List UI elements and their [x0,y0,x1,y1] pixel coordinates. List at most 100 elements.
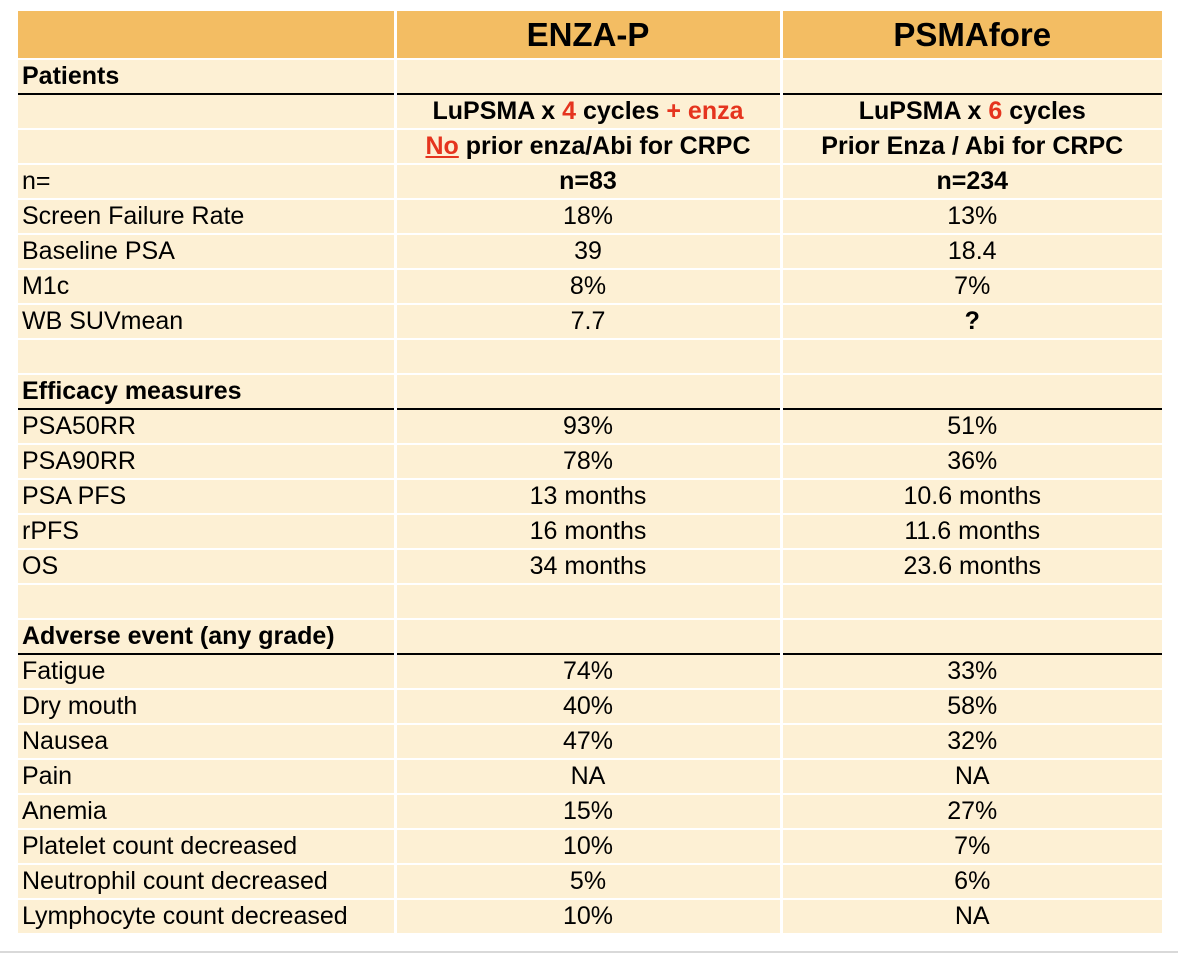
row-label: M1c [18,268,395,304]
row-label: Nausea [18,723,395,759]
section-row: Patients [18,58,1162,95]
enza-p-value: n=83 [393,163,781,199]
empty-cell [393,373,781,410]
psmafore-regimen-line1: LuPSMA x 6 cycles [779,93,1162,129]
psmafore-prior-therapy: Prior Enza / Abi for CRPC [779,128,1162,164]
psmafore-value: 6% [779,863,1162,899]
section-patients: Patients [18,58,395,95]
enza-p-value: 34 months [393,548,781,584]
psmafore-value: ? [779,303,1162,339]
enza-p-value: 10% [393,898,781,933]
table-row: rPFS 16 months 11.6 months [18,513,1162,549]
section-efficacy: Efficacy measures [18,373,395,410]
row-label: Fatigue [18,653,395,689]
table-row: WB SUVmean 7.7 ? [18,303,1162,339]
row-label: n= [18,163,395,199]
row-label: Anemia [18,793,395,829]
table-row: PSA50RR 93% 51% [18,408,1162,444]
enza-p-value: NA [393,758,781,794]
empty-cell [18,128,395,164]
table-row: Lymphocyte count decreased 10% NA [18,898,1162,933]
row-label: Baseline PSA [18,233,395,269]
empty-cell [18,583,395,619]
enza-p-value: 10% [393,828,781,864]
row-label: PSA50RR [18,408,395,444]
psmafore-value: NA [779,898,1162,933]
empty-cell [18,338,395,374]
row-label: Screen Failure Rate [18,198,395,234]
psmafore-value: 7% [779,268,1162,304]
psmafore-value: 36% [779,443,1162,479]
empty-cell [393,338,781,374]
table-row: n= n=83 n=234 [18,163,1162,199]
header-enza-p: ENZA-P [393,11,781,59]
row-label: WB SUVmean [18,303,395,339]
psmafore-value: 18.4 [779,233,1162,269]
enza-p-value: 93% [393,408,781,444]
psmafore-value: 11.6 months [779,513,1162,549]
row-label: PSA90RR [18,443,395,479]
row-label: Dry mouth [18,688,395,724]
enza-p-value: 47% [393,723,781,759]
enza-p-value: 39 [393,233,781,269]
enza-p-value: 18% [393,198,781,234]
header-row: ENZA-P PSMAfore [18,11,1162,59]
empty-cell [779,58,1162,95]
table-row: M1c 8% 7% [18,268,1162,304]
psmafore-value: 51% [779,408,1162,444]
row-label: PSA PFS [18,478,395,514]
section-adverse-events: Adverse event (any grade) [18,618,395,655]
enza-p-value: 16 months [393,513,781,549]
enza-p-value: 78% [393,443,781,479]
spacer-row [18,583,1162,619]
table-row: OS 34 months 23.6 months [18,548,1162,584]
table-row: Screen Failure Rate 18% 13% [18,198,1162,234]
empty-cell [779,373,1162,410]
row-label: OS [18,548,395,584]
row-label: rPFS [18,513,395,549]
table-row: Baseline PSA 39 18.4 [18,233,1162,269]
enza-p-prior-therapy: No prior enza/Abi for CRPC [393,128,781,164]
empty-cell [393,583,781,619]
table-row: Nausea 47% 32% [18,723,1162,759]
table-row: Neutrophil count decreased 5% 6% [18,863,1162,899]
section-row: Efficacy measures [18,373,1162,410]
enza-p-value: 5% [393,863,781,899]
psmafore-value: 13% [779,198,1162,234]
enza-p-value: 8% [393,268,781,304]
psmafore-value: 58% [779,688,1162,724]
enza-p-regimen-line1: LuPSMA x 4 cycles + enza [393,93,781,129]
header-blank [18,11,395,59]
enza-p-value: 74% [393,653,781,689]
regimen-row: LuPSMA x 4 cycles + enza LuPSMA x 6 cycl… [18,93,1162,129]
row-label: Platelet count decreased [18,828,395,864]
prior-therapy-row: No prior enza/Abi for CRPC Prior Enza / … [18,128,1162,164]
psmafore-value: NA [779,758,1162,794]
psmafore-value: 10.6 months [779,478,1162,514]
comparison-table: ENZA-P PSMAfore Patients LuPSMA x 4 cycl… [18,11,1162,933]
enza-p-value: 13 months [393,478,781,514]
psmafore-value: 32% [779,723,1162,759]
row-label: Neutrophil count decreased [18,863,395,899]
table-row: Anemia 15% 27% [18,793,1162,829]
enza-p-value: 40% [393,688,781,724]
empty-cell [779,583,1162,619]
empty-cell [779,338,1162,374]
table-row: PSA90RR 78% 36% [18,443,1162,479]
table-row: PSA PFS 13 months 10.6 months [18,478,1162,514]
psmafore-value: 23.6 months [779,548,1162,584]
psmafore-value: 27% [779,793,1162,829]
psmafore-value: n=234 [779,163,1162,199]
table-row: Dry mouth 40% 58% [18,688,1162,724]
empty-cell [779,618,1162,655]
spacer-row [18,338,1162,374]
row-label: Pain [18,758,395,794]
row-label: Lymphocyte count decreased [18,898,395,933]
empty-cell [393,58,781,95]
psmafore-value: 7% [779,828,1162,864]
bottom-divider [0,951,1178,953]
enza-p-value: 7.7 [393,303,781,339]
psmafore-value: 33% [779,653,1162,689]
empty-cell [18,93,395,129]
empty-cell [393,618,781,655]
